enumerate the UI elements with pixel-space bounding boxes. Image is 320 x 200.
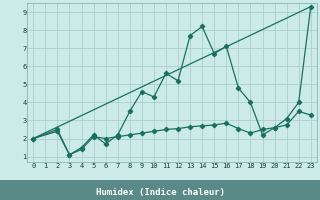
- Text: Humidex (Indice chaleur): Humidex (Indice chaleur): [95, 188, 225, 197]
